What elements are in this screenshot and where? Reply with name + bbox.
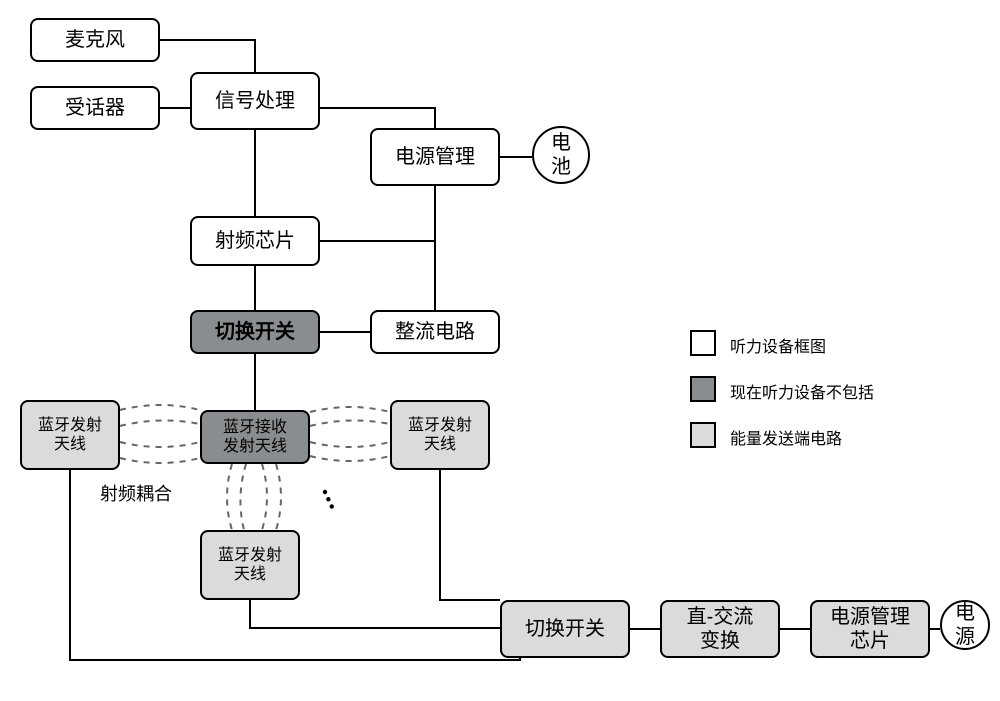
node-pwr: 电 源 — [940, 600, 990, 650]
ellipsis-dot — [326, 497, 330, 501]
rf-coupling-curve — [120, 458, 200, 463]
rf-coupling-curve — [262, 464, 267, 530]
node-dcac: 直-交流 变换 — [660, 600, 780, 658]
ellipsis-dot — [330, 504, 334, 508]
node-rfchip: 射频芯片 — [190, 216, 320, 266]
node-pm: 电源管理 — [370, 128, 500, 186]
ellipsis-dot — [323, 490, 327, 494]
rf-coupling-curve — [120, 442, 200, 447]
edge-bt_tx_b-switch2 — [250, 600, 500, 628]
legend-label-1: 现在听力设备不包括 — [730, 379, 874, 403]
node-bt_tx_l: 蓝牙发射 天线 — [20, 400, 120, 470]
node-bt_tx_b: 蓝牙发射 天线 — [200, 530, 300, 600]
node-receiver: 受话器 — [30, 86, 160, 130]
node-rect: 整流电路 — [370, 310, 500, 354]
node-pmchip: 电源管理 芯片 — [810, 600, 930, 658]
rf-coupling-curve — [120, 405, 200, 410]
rf-coupling-curve — [310, 442, 390, 447]
legend-swatch-1 — [690, 376, 716, 402]
node-switch2: 切换开关 — [500, 600, 630, 658]
legend-swatch-2 — [690, 422, 716, 448]
rf-coupling-curve — [310, 456, 390, 461]
node-bt_rx_tx: 蓝牙接收 发射天线 — [200, 410, 310, 464]
edge-rfchip-pm — [320, 186, 435, 241]
legend-swatch-0 — [690, 330, 716, 356]
rf-coupling-curve — [310, 407, 390, 412]
rf-coupling-curve — [227, 464, 232, 530]
rf-coupling-curve — [240, 464, 246, 530]
rf-coupling-label: 射频耦合 — [100, 480, 172, 506]
edge-bt_tx_r-switch2 — [440, 470, 500, 600]
node-mic: 麦克风 — [30, 18, 160, 62]
node-switch1: 切换开关 — [190, 310, 320, 354]
rf-coupling-curve — [276, 464, 281, 530]
node-battery: 电 池 — [532, 126, 590, 184]
node-sigproc: 信号处理 — [190, 72, 320, 130]
legend-label-2: 能量发送端电路 — [730, 425, 842, 449]
edge-sigproc-pm — [320, 108, 435, 128]
node-bt_tx_r: 蓝牙发射 天线 — [390, 400, 490, 470]
rf-coupling-curve — [310, 420, 390, 426]
edge-mic-sigproc — [160, 40, 255, 72]
legend-label-0: 听力设备框图 — [730, 333, 826, 357]
rf-coupling-curve — [120, 420, 200, 426]
